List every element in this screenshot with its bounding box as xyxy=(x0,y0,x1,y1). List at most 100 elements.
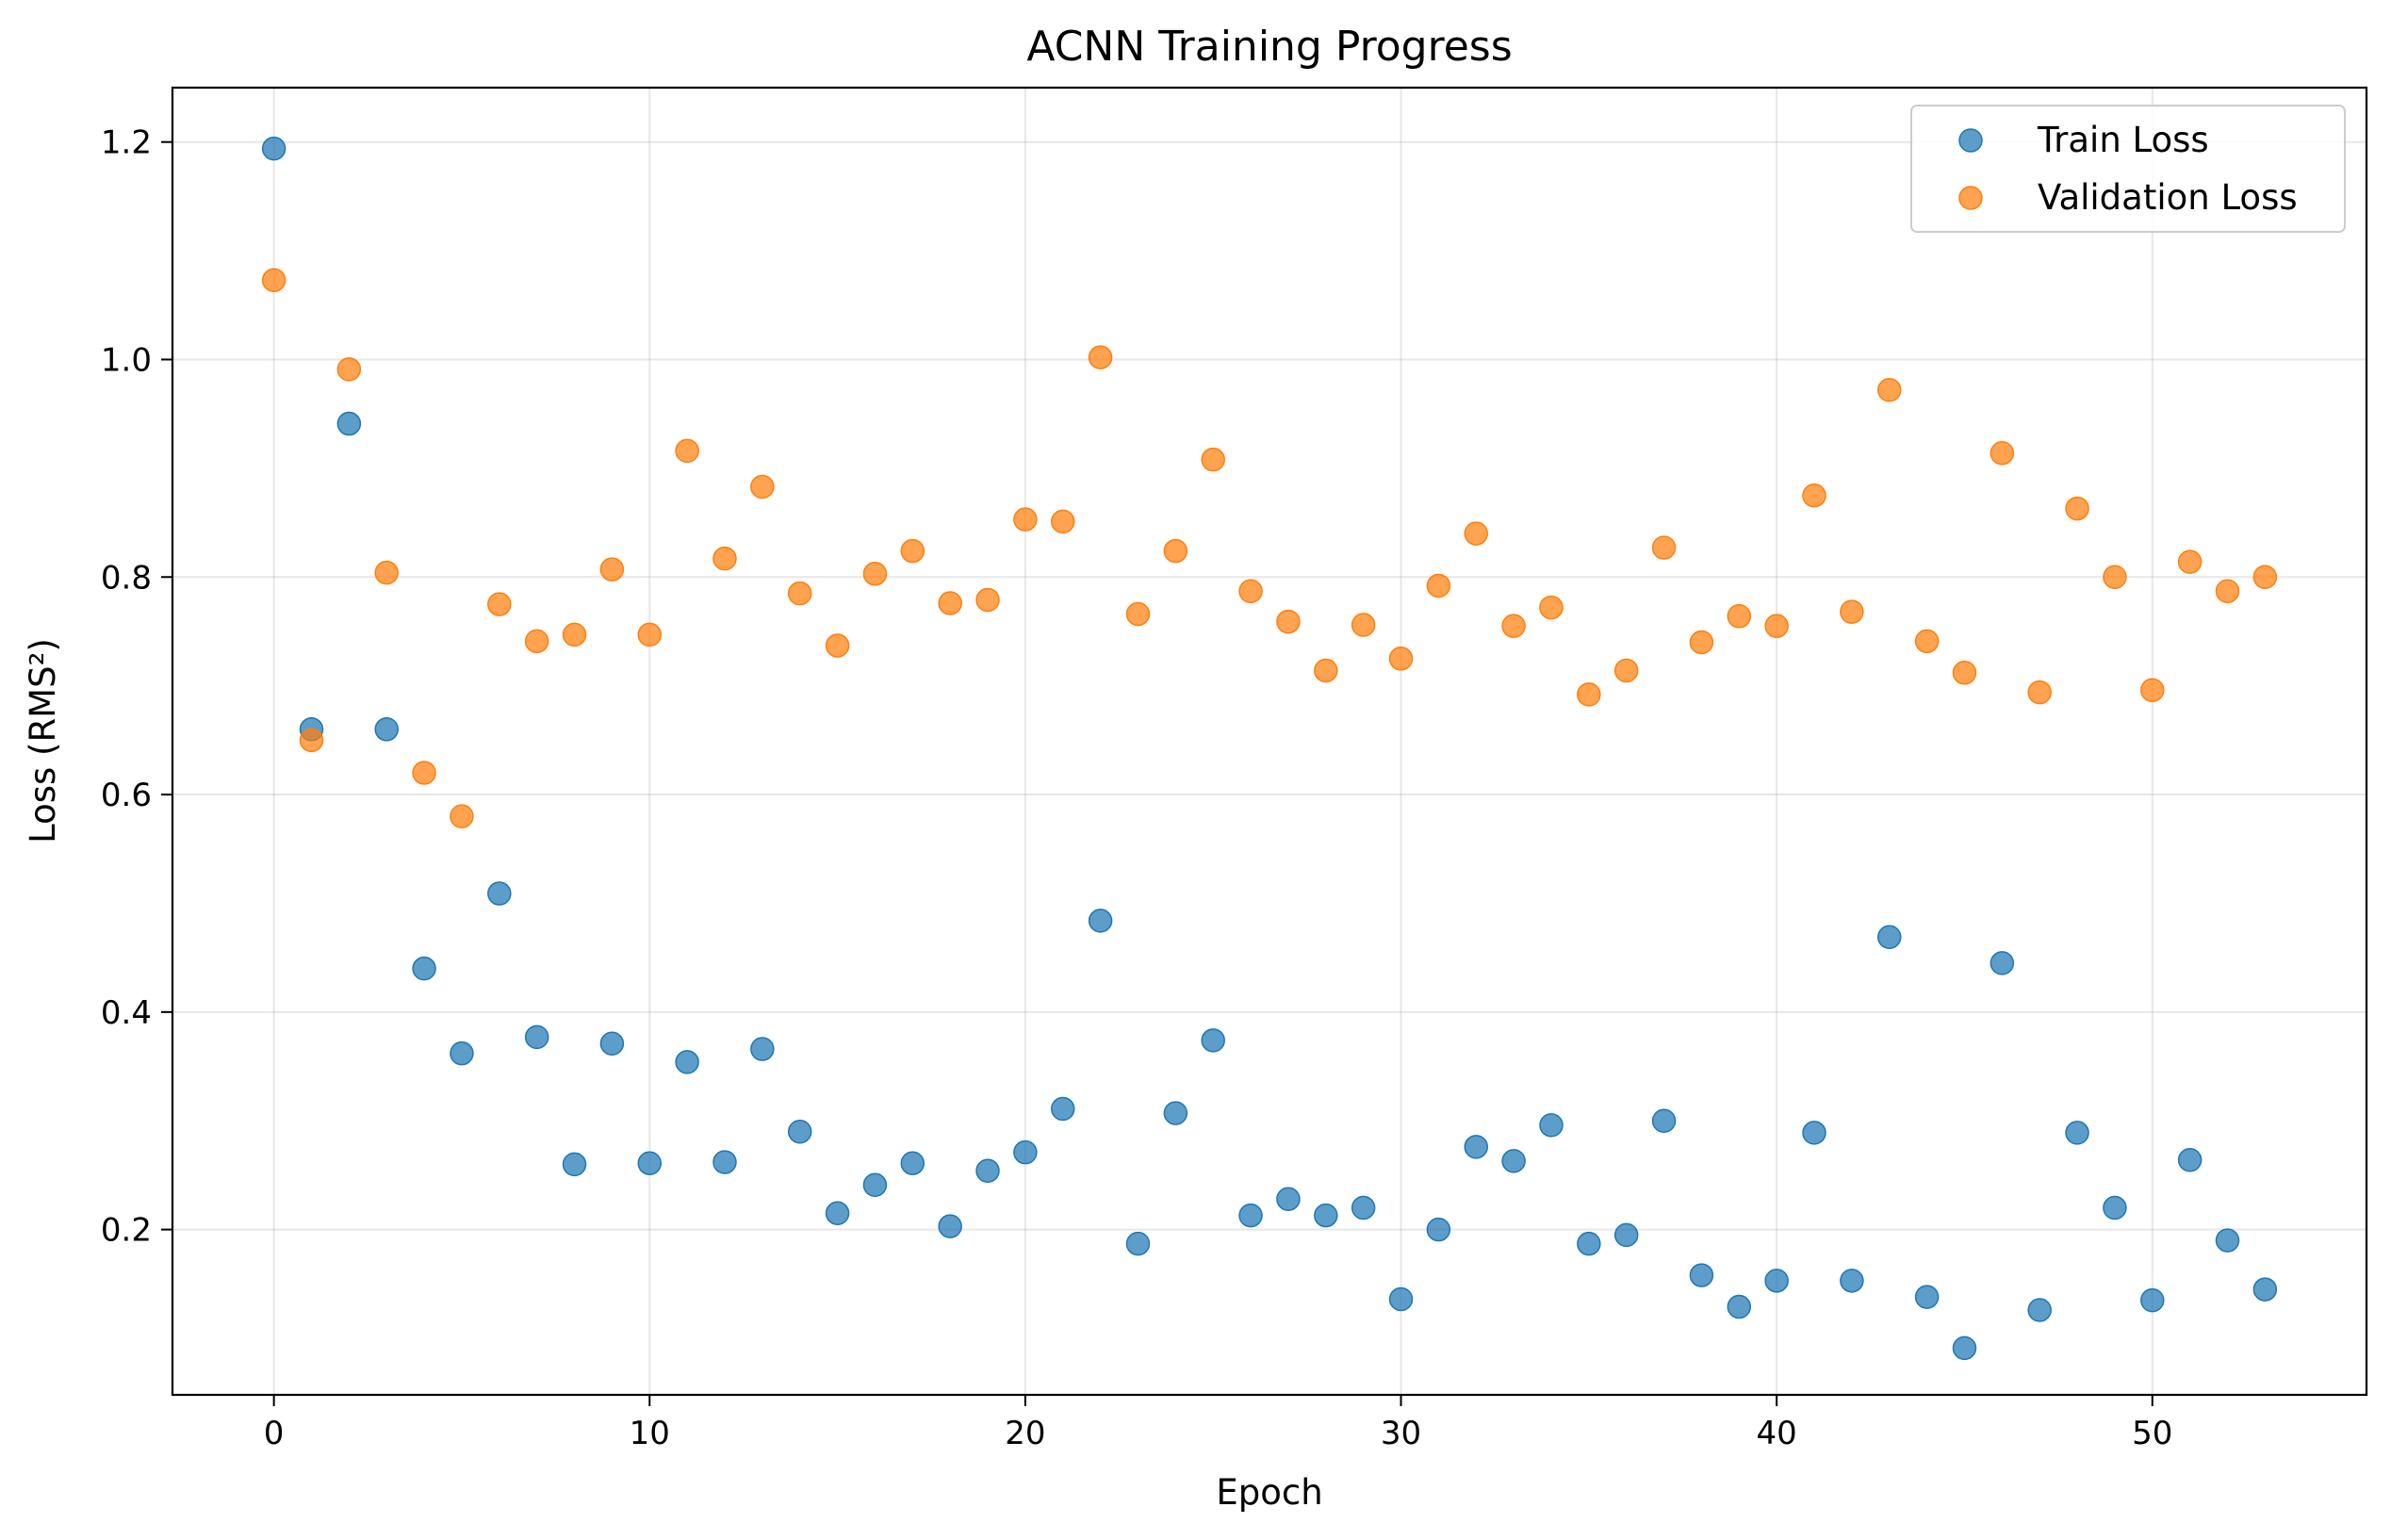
train-loss-point xyxy=(938,1214,962,1238)
train-loss-point xyxy=(2252,1277,2278,1302)
y-tick-label: 0.2 xyxy=(101,1212,152,1250)
validation-loss-point xyxy=(2140,678,2165,703)
validation-loss-point xyxy=(1840,599,1864,624)
validation-loss-point xyxy=(261,268,287,292)
axis-ticks: 0 10 20 30 40 50 0.2 0.4 0.6 0.8 1.0 1.2 xyxy=(101,124,2172,1452)
train-loss-point xyxy=(2177,1148,2203,1172)
validation-loss-point xyxy=(1238,579,1263,604)
train-loss-point xyxy=(1539,1113,1564,1138)
train-loss-point xyxy=(1464,1135,1488,1159)
validation-loss-point xyxy=(2103,565,2127,590)
legend-label-validation-loss: Validation Loss xyxy=(2038,177,2298,218)
validation-loss-point xyxy=(1013,507,1038,532)
validation-loss-point xyxy=(2215,579,2240,604)
validation-loss-point xyxy=(1388,647,1414,671)
train-loss-point xyxy=(825,1201,850,1226)
validation-loss-point xyxy=(562,622,587,647)
y-tick-label: 1.0 xyxy=(101,341,152,379)
train-loss-point xyxy=(1013,1139,1038,1165)
validation-loss-point xyxy=(450,804,474,828)
train-loss-point xyxy=(675,1050,699,1074)
validation-loss-point xyxy=(1163,538,1188,564)
x-tick-label: 30 xyxy=(1381,1415,1421,1452)
validation-loss-point xyxy=(1314,658,1338,683)
train-loss-point xyxy=(1125,1231,1151,1256)
train-loss-point xyxy=(1651,1108,1677,1133)
train-loss-point xyxy=(2103,1195,2127,1221)
validation-loss-point xyxy=(1727,604,1752,629)
y-tick-label: 0.6 xyxy=(101,777,152,814)
y-axis-label: Loss (RMS²) xyxy=(23,638,63,844)
validation-loss-point xyxy=(862,562,888,586)
grid-lines xyxy=(172,88,2366,1395)
legend-marker-train-loss xyxy=(1958,128,1983,153)
validation-loss-point xyxy=(1539,595,1564,620)
validation-loss-point xyxy=(599,557,625,582)
legend-label-train-loss: Train Loss xyxy=(2037,120,2209,160)
validation-loss-point xyxy=(1577,682,1601,707)
validation-loss-point xyxy=(1276,609,1301,634)
train-loss-point xyxy=(336,411,362,436)
validation-loss-point xyxy=(938,591,962,615)
validation-loss-point xyxy=(487,592,512,616)
legend-box xyxy=(1910,105,2346,233)
train-loss-point xyxy=(1577,1231,1601,1256)
validation-loss-point xyxy=(787,581,812,606)
x-tick-label: 0 xyxy=(264,1415,285,1452)
train-loss-point xyxy=(450,1040,474,1066)
validation-loss-point xyxy=(675,438,699,464)
validation-loss-point xyxy=(1990,440,2015,466)
validation-loss-point xyxy=(1125,601,1151,627)
chart-title: ACNN Training Progress xyxy=(1026,23,1512,71)
validation-loss-point xyxy=(1613,658,1639,683)
y-tick-label: 1.2 xyxy=(101,124,152,162)
train-loss-point xyxy=(562,1152,587,1177)
train-loss-point xyxy=(1238,1203,1263,1228)
validation-loss-point xyxy=(1501,614,1526,638)
train-loss-point xyxy=(975,1158,1000,1184)
validation-loss-point xyxy=(1764,614,1789,638)
validation-loss-point xyxy=(1088,345,1113,369)
validation-loss-point xyxy=(2027,680,2052,705)
plot-area-frame xyxy=(171,86,2368,1397)
train-loss-point xyxy=(2065,1121,2089,1145)
train-loss-point xyxy=(1914,1285,1940,1309)
data-points xyxy=(261,136,2278,1361)
validation-loss-point xyxy=(336,357,362,382)
x-tick-label: 50 xyxy=(2132,1415,2172,1452)
train-loss-point xyxy=(487,881,512,906)
train-loss-point xyxy=(1351,1195,1376,1221)
train-loss-point xyxy=(1388,1286,1414,1312)
train-loss-point xyxy=(750,1037,775,1061)
legend: Train Loss Validation Loss xyxy=(1910,105,2346,233)
validation-loss-point xyxy=(750,474,775,500)
y-tick-label: 0.8 xyxy=(101,559,152,597)
train-loss-point xyxy=(2215,1228,2240,1253)
validation-loss-point xyxy=(1802,483,1826,508)
train-loss-point xyxy=(1051,1096,1075,1122)
x-tick-label: 20 xyxy=(1005,1415,1045,1452)
validation-loss-point xyxy=(1651,535,1677,560)
train-loss-point xyxy=(1201,1028,1225,1053)
train-loss-point xyxy=(637,1151,663,1175)
train-loss-point xyxy=(1689,1263,1714,1287)
x-tick-label: 10 xyxy=(630,1415,670,1452)
validation-loss-point xyxy=(1876,378,1902,402)
train-loss-point xyxy=(261,136,287,161)
validation-loss-point xyxy=(975,587,1000,613)
validation-loss-point xyxy=(2177,549,2203,574)
train-loss-point xyxy=(599,1031,625,1057)
train-loss-point xyxy=(1990,951,2015,975)
train-loss-point xyxy=(1088,909,1113,933)
train-loss-point xyxy=(1952,1335,1977,1361)
train-loss-point xyxy=(2140,1287,2165,1313)
train-loss-point xyxy=(374,717,399,742)
train-loss-point xyxy=(1314,1203,1338,1228)
train-loss-point xyxy=(1613,1222,1639,1248)
validation-loss-point xyxy=(900,538,925,564)
train-loss-point xyxy=(900,1151,925,1175)
validation-loss-point xyxy=(1201,447,1225,472)
validation-loss-point xyxy=(374,560,399,585)
validation-loss-point xyxy=(299,728,324,753)
x-tick-label: 40 xyxy=(1757,1415,1797,1452)
